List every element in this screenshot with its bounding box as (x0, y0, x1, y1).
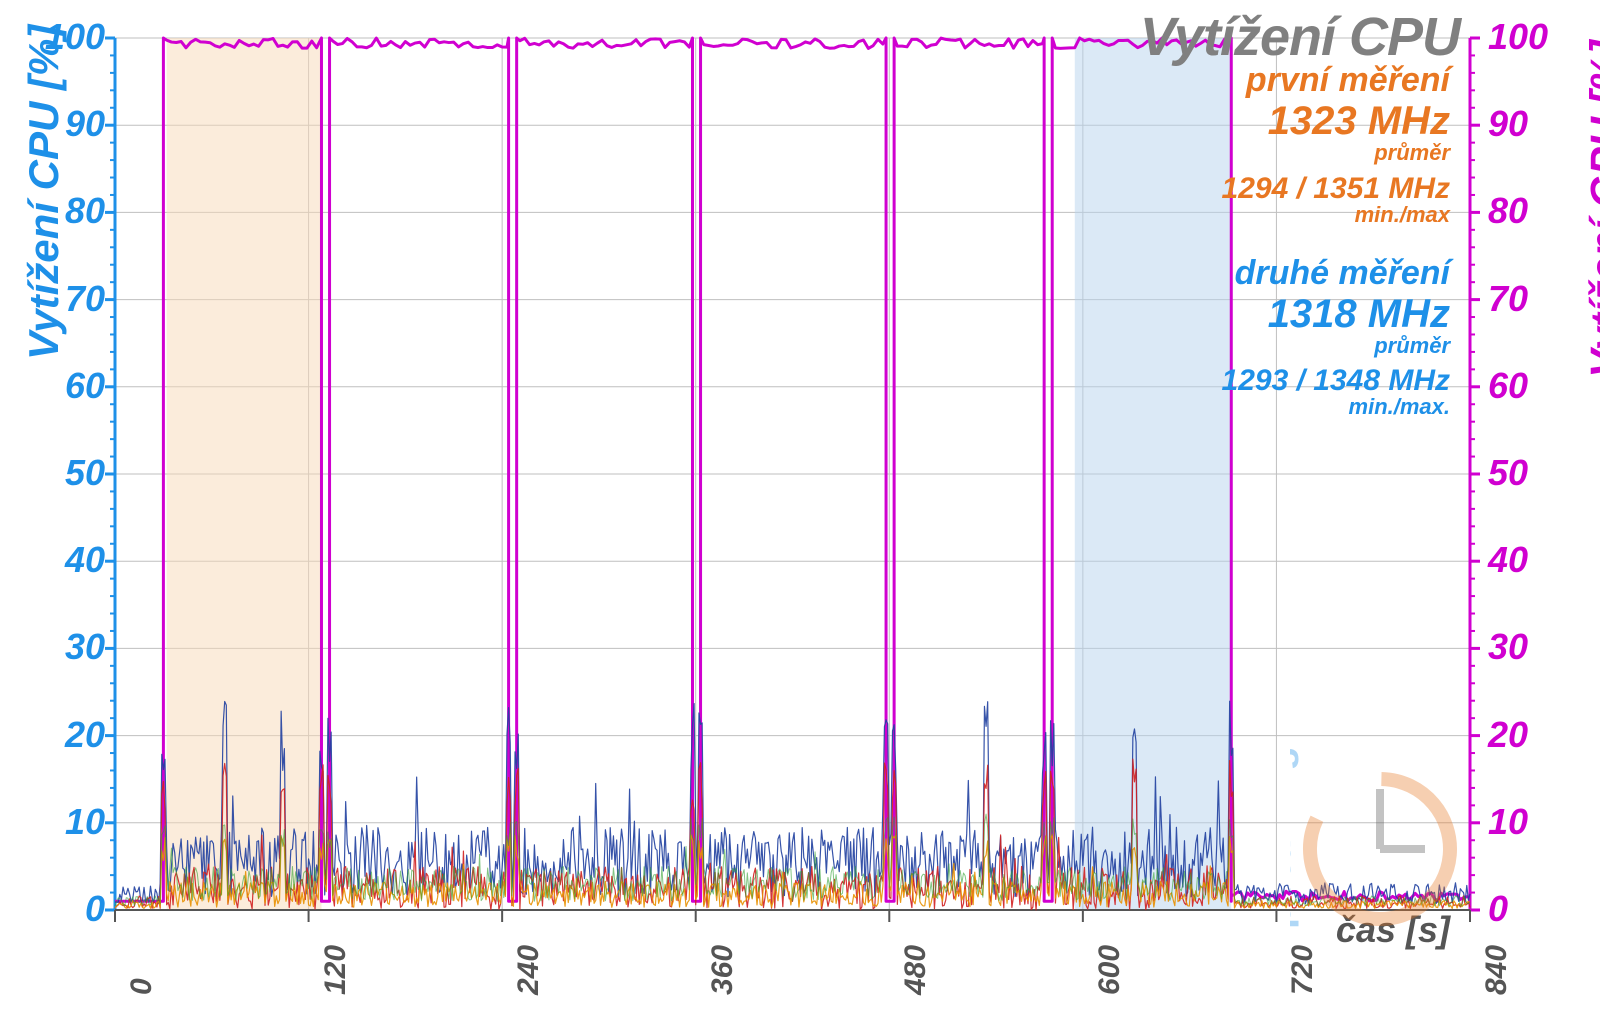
ytick-left: 100 (35, 16, 105, 58)
watermark: pctuning (1290, 729, 1500, 939)
ytick-right: 50 (1488, 452, 1558, 494)
ytick-right: 10 (1488, 801, 1558, 843)
ytick-left: 20 (35, 714, 105, 756)
shaded-region (1075, 38, 1231, 910)
ytick-left: 70 (35, 278, 105, 320)
legend-run1-minmax: 1294 / 1351 MHz (1222, 172, 1450, 205)
legend-run2-avg: 1318 MHz (1222, 292, 1450, 336)
ytick-right: 100 (1488, 16, 1558, 58)
legend-run2-header: druhé měření (1222, 255, 1450, 292)
legend-block: první měření 1323 MHz průměr 1294 / 1351… (1222, 62, 1450, 420)
ytick-left: 90 (35, 103, 105, 145)
shaded-region (167, 38, 322, 910)
y-axis-right-label: Vytížení GPU [%] (1582, 40, 1600, 378)
xtick: 0 (125, 978, 159, 995)
legend-run2-avg-sub: průměr (1222, 334, 1450, 358)
legend-run1-avg-sub: průměr (1222, 141, 1450, 165)
chart-container: Vytížení CPU Vytížení CPU [%] Vytížení G… (0, 0, 1600, 1009)
ytick-left: 10 (35, 801, 105, 843)
ytick-left: 30 (35, 626, 105, 668)
xtick: 360 (706, 945, 740, 995)
ytick-left: 60 (35, 365, 105, 407)
legend-run2-minmax-sub: min./max. (1222, 395, 1450, 419)
svg-text:pctuning: pctuning (1290, 744, 1299, 929)
xtick: 600 (1093, 945, 1127, 995)
xtick: 120 (319, 945, 353, 995)
xtick: 720 (1286, 945, 1320, 995)
ytick-right: 70 (1488, 278, 1558, 320)
legend-run1-header: první měření (1222, 62, 1450, 99)
ytick-right: 0 (1488, 888, 1558, 930)
ytick-left: 80 (35, 190, 105, 232)
ytick-left: 0 (35, 888, 105, 930)
ytick-right: 30 (1488, 626, 1558, 668)
xtick: 240 (512, 945, 546, 995)
xtick: 480 (899, 945, 933, 995)
ytick-right: 90 (1488, 103, 1558, 145)
legend-run1-avg: 1323 MHz (1222, 99, 1450, 143)
xtick: 840 (1480, 945, 1514, 995)
ytick-right: 60 (1488, 365, 1558, 407)
ytick-left: 40 (35, 539, 105, 581)
ytick-right: 80 (1488, 190, 1558, 232)
chart-title: Vytížení CPU (1140, 6, 1460, 68)
ytick-right: 20 (1488, 714, 1558, 756)
ytick-right: 40 (1488, 539, 1558, 581)
ytick-left: 50 (35, 452, 105, 494)
legend-run1-minmax-sub: min./max (1222, 203, 1450, 227)
legend-run2-minmax: 1293 / 1348 MHz (1222, 364, 1450, 397)
